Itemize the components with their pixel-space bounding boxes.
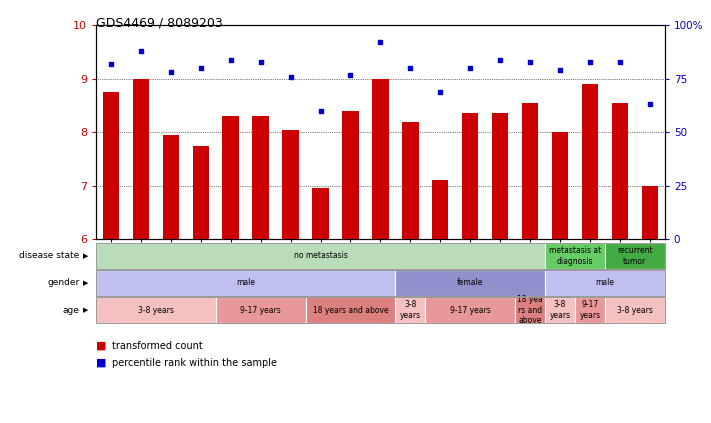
Point	[195, 65, 206, 71]
Text: 18 years and above: 18 years and above	[313, 305, 388, 315]
Text: female: female	[457, 278, 483, 288]
Point	[225, 56, 236, 63]
Point	[405, 65, 416, 71]
Bar	[582, 84, 598, 239]
Bar	[102, 92, 119, 239]
Text: 9-17
years: 9-17 years	[579, 300, 601, 320]
Text: disease state: disease state	[19, 251, 80, 261]
Text: ▶: ▶	[83, 280, 89, 286]
Bar	[282, 129, 299, 239]
Point	[375, 39, 386, 46]
Text: GDS4469 / 8089203: GDS4469 / 8089203	[96, 17, 223, 30]
Point	[285, 73, 296, 80]
Bar	[552, 132, 568, 239]
Bar	[492, 113, 508, 239]
Text: male: male	[236, 278, 255, 288]
Text: no metastasis: no metastasis	[294, 251, 348, 261]
Point	[105, 60, 117, 67]
Text: 3-8
years: 3-8 years	[400, 300, 421, 320]
Text: ▶: ▶	[83, 307, 89, 313]
Bar	[133, 79, 149, 239]
Text: ■: ■	[96, 341, 107, 351]
Point	[644, 101, 656, 108]
Text: 18 yea
rs and
above: 18 yea rs and above	[517, 295, 543, 325]
Bar	[342, 111, 358, 239]
Bar	[252, 116, 269, 239]
Text: 3-8 years: 3-8 years	[138, 305, 173, 315]
Text: 9-17 years: 9-17 years	[450, 305, 491, 315]
Text: 9-17 years: 9-17 years	[240, 305, 281, 315]
Text: male: male	[595, 278, 614, 288]
Point	[135, 48, 146, 55]
Point	[165, 69, 176, 76]
Bar	[163, 135, 179, 239]
Point	[255, 58, 267, 65]
Bar	[223, 116, 239, 239]
Point	[345, 71, 356, 78]
Bar	[462, 113, 479, 239]
Text: metastasis at
diagnosis: metastasis at diagnosis	[549, 246, 601, 266]
Point	[555, 67, 566, 74]
Point	[494, 56, 506, 63]
Point	[525, 58, 536, 65]
Text: recurrent
tumor: recurrent tumor	[617, 246, 653, 266]
Text: 3-8 years: 3-8 years	[617, 305, 653, 315]
Bar	[522, 103, 538, 239]
Bar	[193, 146, 209, 239]
Bar	[641, 186, 658, 239]
Point	[614, 58, 626, 65]
Point	[584, 58, 596, 65]
Bar	[611, 103, 628, 239]
Text: age: age	[63, 305, 80, 315]
Text: gender: gender	[48, 278, 80, 288]
Text: transformed count: transformed count	[112, 341, 203, 351]
Text: percentile rank within the sample: percentile rank within the sample	[112, 358, 277, 368]
Bar	[372, 79, 389, 239]
Bar	[402, 121, 419, 239]
Bar	[432, 180, 449, 239]
Text: ■: ■	[96, 358, 107, 368]
Text: 3-8
years: 3-8 years	[550, 300, 570, 320]
Point	[434, 88, 446, 95]
Point	[464, 65, 476, 71]
Text: ▶: ▶	[83, 253, 89, 259]
Bar	[312, 188, 328, 239]
Point	[315, 107, 326, 114]
